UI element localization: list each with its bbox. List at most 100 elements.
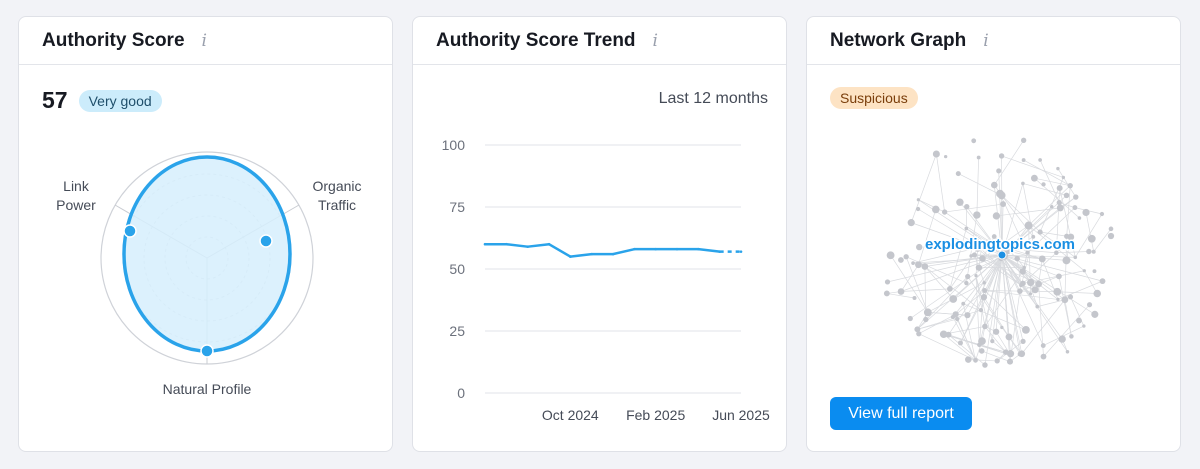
network-edge bbox=[983, 296, 1010, 338]
network-node bbox=[1022, 265, 1026, 270]
network-edge bbox=[1001, 254, 1068, 352]
network-node bbox=[912, 295, 917, 300]
network-node bbox=[1017, 288, 1023, 294]
network-node bbox=[1056, 185, 1063, 192]
network-node bbox=[982, 287, 988, 294]
trend-series-line bbox=[485, 242, 720, 258]
network-edge bbox=[948, 334, 986, 366]
network-node bbox=[978, 348, 985, 354]
network-node bbox=[1069, 334, 1074, 339]
network-node bbox=[965, 356, 972, 363]
network-node bbox=[1072, 205, 1078, 211]
network-node bbox=[1020, 280, 1026, 287]
network-node bbox=[1019, 268, 1026, 275]
network-edge bbox=[924, 266, 954, 300]
network-node bbox=[907, 219, 915, 227]
info-icon[interactable]: i bbox=[983, 30, 989, 51]
network-edge bbox=[1040, 231, 1067, 237]
network-edge bbox=[981, 350, 1011, 362]
score-status-badge: Very good bbox=[78, 89, 162, 112]
network-node bbox=[1041, 182, 1046, 187]
network-node bbox=[1031, 286, 1039, 294]
network-node bbox=[996, 168, 1002, 174]
network-node bbox=[964, 226, 969, 231]
network-node bbox=[1054, 250, 1059, 256]
network-node bbox=[973, 211, 981, 219]
trend-line-chart: 0 25 50 75 100 Oct 2024 Feb 2025 Jun 2025 bbox=[442, 137, 770, 423]
network-edge bbox=[1056, 251, 1089, 254]
network-edge bbox=[995, 254, 1003, 332]
network-node bbox=[992, 212, 1001, 220]
network-edge bbox=[1001, 195, 1067, 256]
network-node bbox=[998, 153, 1005, 159]
network-node bbox=[978, 308, 984, 313]
network-node bbox=[916, 331, 922, 337]
network-edge bbox=[976, 157, 980, 216]
network-edge bbox=[924, 254, 1003, 267]
network-node bbox=[947, 286, 953, 292]
network-node bbox=[1067, 294, 1074, 300]
network-center-node bbox=[997, 250, 1007, 260]
network-edge bbox=[918, 254, 1003, 266]
network-node bbox=[1067, 182, 1073, 189]
network-edge bbox=[966, 214, 978, 284]
network-edge bbox=[927, 311, 968, 316]
network-edge bbox=[1021, 299, 1066, 354]
network-node bbox=[883, 290, 890, 297]
network-node bbox=[1073, 194, 1079, 200]
network-status-badge: Suspicious bbox=[830, 87, 918, 109]
x-tick-label: Feb 2025 bbox=[626, 407, 685, 423]
network-node bbox=[1025, 250, 1030, 255]
network-node bbox=[952, 311, 959, 318]
network-edge bbox=[1057, 291, 1098, 294]
network-edge bbox=[906, 256, 967, 284]
network-edge bbox=[936, 153, 945, 213]
network-node bbox=[976, 155, 981, 160]
radar-label-link-power: Link Power bbox=[56, 178, 96, 213]
network-edge bbox=[993, 236, 1018, 259]
network-node bbox=[972, 240, 978, 247]
network-node bbox=[945, 331, 952, 338]
network-edge bbox=[984, 254, 1003, 366]
network-node bbox=[1099, 211, 1105, 217]
network-node bbox=[944, 154, 948, 159]
network-node bbox=[1018, 350, 1026, 358]
info-icon[interactable]: i bbox=[652, 30, 658, 51]
network-node bbox=[932, 150, 940, 158]
network-node bbox=[964, 203, 970, 210]
network-node bbox=[1005, 248, 1012, 255]
network-node bbox=[898, 257, 904, 263]
network-edge bbox=[966, 228, 1005, 257]
network-node bbox=[965, 273, 971, 280]
network-edge bbox=[918, 333, 976, 361]
network-node bbox=[903, 254, 909, 260]
network-node bbox=[1031, 234, 1036, 239]
network-edge bbox=[982, 225, 1029, 259]
network-node bbox=[1073, 255, 1078, 260]
network-edge bbox=[1066, 185, 1071, 237]
radar-label-organic-traffic: Organic Traffic bbox=[312, 178, 362, 213]
network-node bbox=[1021, 158, 1026, 162]
network-node bbox=[1024, 221, 1033, 230]
view-full-report-button[interactable]: View full report bbox=[830, 397, 972, 430]
network-node bbox=[1099, 278, 1106, 285]
trend-data-point bbox=[483, 242, 487, 246]
network-edge bbox=[900, 254, 1003, 292]
network-edge bbox=[1001, 254, 1021, 292]
radar-point-organic-traffic bbox=[259, 234, 273, 248]
network-edge bbox=[1064, 236, 1068, 300]
network-node bbox=[982, 323, 988, 330]
network-node bbox=[923, 316, 929, 323]
network-node bbox=[955, 171, 961, 177]
card-header: Network Graph i bbox=[807, 17, 1180, 65]
network-node bbox=[1065, 350, 1070, 354]
trend-data-point bbox=[590, 252, 593, 256]
info-icon[interactable]: i bbox=[201, 30, 207, 51]
network-edge bbox=[905, 256, 929, 313]
network-node bbox=[1093, 289, 1101, 298]
network-edge bbox=[1074, 213, 1103, 258]
network-edge bbox=[1001, 254, 1067, 261]
network-node bbox=[961, 301, 966, 306]
network-node bbox=[1006, 350, 1015, 358]
radar-point-link-power bbox=[123, 224, 137, 238]
